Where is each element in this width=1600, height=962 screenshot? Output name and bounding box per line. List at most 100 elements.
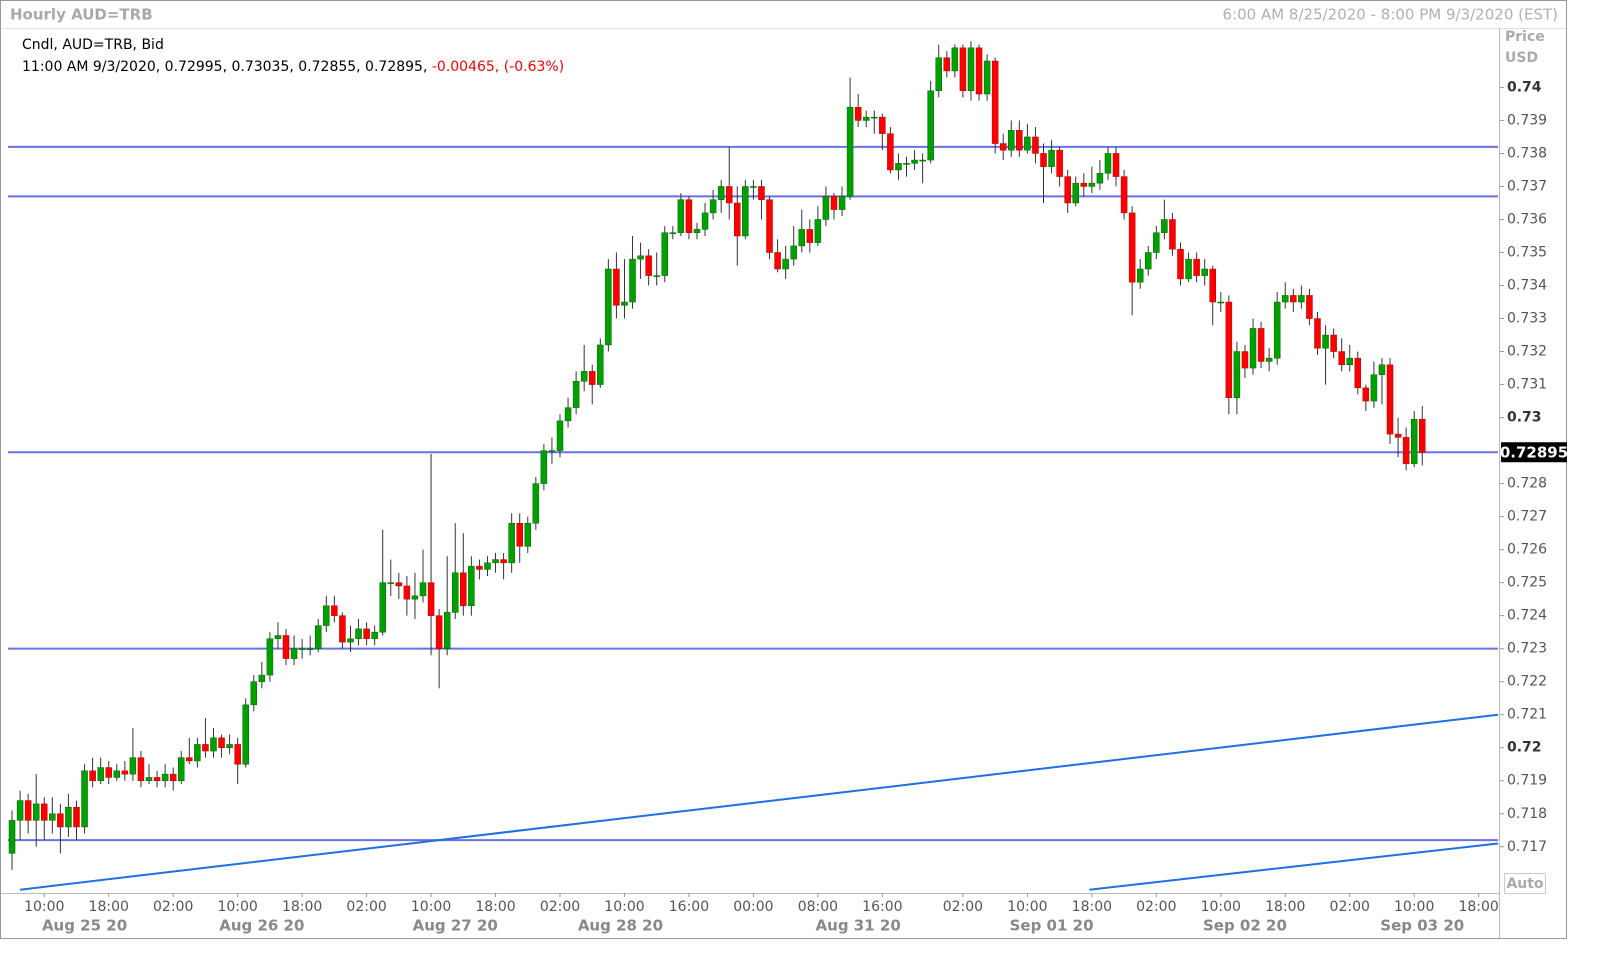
candle-body [1257,328,1265,362]
candle-body [1209,268,1216,303]
y-tick-label: 0.719 [1507,773,1547,789]
candle-body [113,770,121,778]
candle-body [548,450,556,452]
candle-body [1185,258,1192,280]
candle-body [524,522,532,547]
candle-body [943,57,951,72]
candle-body [580,371,588,382]
candle-body [588,371,596,385]
candle-body [1201,268,1208,276]
candle-body [572,381,580,408]
candle-body [1346,357,1353,366]
candle-body [1394,433,1402,438]
candle-body [274,635,282,640]
candle-body [258,674,266,682]
candle-body [734,202,741,237]
x-tick-label: 00:00 [733,899,773,915]
x-tick-label: 10:00 [1201,899,1241,915]
candle-body [1088,182,1096,187]
candle-body [1056,149,1063,177]
candle-body [758,186,765,200]
candle-body [1378,364,1386,375]
candle-body [983,60,991,95]
y-tick-label: 0.72 [1507,740,1542,756]
date-label: Aug 26 20 [219,917,304,935]
x-tick-label: 02:00 [346,899,386,915]
candle-body [387,582,395,584]
candle-body [1161,219,1168,233]
candle-body [234,744,241,765]
axis-unit: USD [1505,50,1538,66]
candle-body [532,483,540,524]
candle-body [339,615,346,643]
candle-body [49,813,56,821]
x-tick-label: 16:00 [862,899,902,915]
candle-body [331,605,338,616]
info-change: -0.00465, (-0.63%) [432,59,564,75]
candle-body [1402,437,1410,465]
candle-body [798,229,806,247]
candle-body [564,407,572,422]
auto-button-label[interactable]: Auto [1506,876,1543,892]
y-tick-label: 0.722 [1507,674,1547,690]
candle-body [1136,268,1144,283]
last-price-box [1501,442,1567,463]
candle-body [959,47,967,91]
y-tick-label: 0.718 [1507,806,1547,822]
trend-line [1089,842,1498,891]
candle-body [999,143,1007,151]
candle-body [41,803,48,821]
date-label: Sep 02 20 [1203,917,1287,935]
candle-body [1177,248,1184,280]
date-label: Aug 25 20 [42,917,127,935]
candle-body [1008,130,1015,151]
x-tick-label: 18:00 [89,899,129,915]
candle-body [468,565,475,607]
candle-body [1314,318,1321,349]
candle-body [685,199,693,233]
y-tick-label: 0.739 [1507,112,1547,128]
date-label: Aug 27 20 [413,917,498,935]
y-tick-label: 0.732 [1507,344,1547,360]
y-tick-label: 0.723 [1507,641,1547,657]
candle-body [1290,295,1297,303]
y-tick-label: 0.721 [1507,707,1547,723]
candle-body [750,186,757,188]
candle-body [1273,301,1281,359]
candle-body [371,631,378,640]
candle-body [282,635,290,659]
candle-body [1112,153,1120,177]
y-tick-label: 0.736 [1507,211,1547,227]
candle-body [1282,295,1289,303]
x-tick-label: 10:00 [1007,899,1047,915]
candle-body [178,757,185,781]
candle-body [653,275,660,277]
candle-body [121,770,129,775]
x-tick-label: 10:00 [604,899,644,915]
x-tick-label: 02:00 [1330,899,1370,915]
y-tick-label: 0.731 [1507,377,1547,393]
candle-body [1193,258,1200,276]
candle-body [1265,357,1273,362]
candle-body [1330,334,1337,352]
candle-body [871,116,878,119]
candle-body [677,199,685,233]
candle-body [16,800,24,821]
candle-body [814,219,822,243]
y-tick-label: 0.726 [1507,542,1547,558]
y-tick-label: 0.724 [1507,608,1547,624]
candle-body [862,116,870,121]
candle-body [411,595,419,600]
candle-body [443,612,451,649]
candle-body [605,268,612,346]
candle-body [266,638,274,676]
candle-body [379,582,386,633]
candle-body [314,625,322,649]
header-range: 6:00 AM 8/25/2020 - 8:00 PM 9/3/2020 (ES… [1223,6,1559,24]
candle-body [347,638,354,643]
candle-body [1362,387,1370,402]
candle-body [935,57,942,91]
candle-body [669,232,677,234]
candle-body [903,163,910,165]
auto-button[interactable] [1504,873,1546,894]
